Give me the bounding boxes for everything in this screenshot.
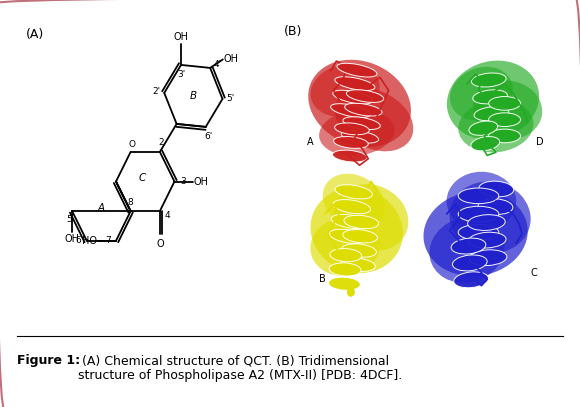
Text: B: B (318, 274, 325, 284)
Ellipse shape (343, 117, 380, 129)
Ellipse shape (469, 250, 507, 266)
Text: B: B (190, 91, 197, 101)
Text: 2: 2 (158, 138, 164, 147)
Text: HO: HO (82, 236, 97, 246)
Ellipse shape (331, 104, 371, 118)
Ellipse shape (337, 63, 377, 77)
Ellipse shape (344, 215, 379, 229)
Ellipse shape (334, 136, 368, 149)
Text: 8: 8 (128, 197, 133, 206)
Ellipse shape (479, 181, 514, 197)
Text: OH: OH (224, 55, 239, 64)
Text: (A): (A) (26, 28, 44, 42)
Ellipse shape (345, 103, 382, 116)
Ellipse shape (342, 244, 376, 257)
Ellipse shape (447, 172, 516, 230)
Text: 5': 5' (226, 94, 234, 103)
Ellipse shape (458, 206, 499, 222)
Ellipse shape (447, 61, 539, 140)
Ellipse shape (454, 272, 488, 288)
Ellipse shape (429, 217, 505, 283)
Ellipse shape (469, 121, 498, 136)
Ellipse shape (472, 73, 506, 87)
Ellipse shape (333, 90, 373, 104)
Text: O: O (157, 239, 164, 249)
Ellipse shape (488, 96, 521, 110)
Ellipse shape (346, 90, 384, 103)
Ellipse shape (473, 81, 542, 139)
Ellipse shape (450, 182, 531, 253)
Text: 6: 6 (75, 236, 81, 245)
Ellipse shape (452, 255, 487, 271)
Text: Figure 1:: Figure 1: (17, 354, 81, 367)
Ellipse shape (469, 232, 506, 248)
Ellipse shape (423, 191, 528, 276)
Ellipse shape (451, 238, 486, 254)
Text: 2': 2' (153, 87, 161, 96)
Ellipse shape (308, 60, 411, 147)
Text: 3: 3 (180, 177, 186, 186)
Text: D: D (535, 138, 543, 147)
Ellipse shape (329, 229, 367, 243)
Ellipse shape (319, 109, 394, 156)
Text: (B): (B) (284, 25, 303, 38)
Text: OH: OH (194, 177, 209, 186)
Ellipse shape (310, 217, 380, 276)
Text: OH: OH (173, 33, 188, 42)
Text: C: C (139, 173, 146, 183)
Text: C: C (530, 268, 537, 278)
Text: 7: 7 (106, 236, 111, 245)
Ellipse shape (341, 130, 379, 143)
Ellipse shape (340, 258, 375, 271)
Ellipse shape (323, 174, 385, 228)
Ellipse shape (310, 188, 403, 273)
Ellipse shape (488, 113, 521, 127)
Text: 3': 3' (177, 70, 185, 79)
Ellipse shape (330, 249, 362, 262)
Ellipse shape (458, 225, 499, 240)
Text: OH: OH (64, 234, 79, 244)
Ellipse shape (458, 100, 534, 152)
Ellipse shape (334, 184, 408, 251)
Ellipse shape (458, 188, 499, 204)
Ellipse shape (328, 277, 360, 290)
Ellipse shape (473, 90, 508, 104)
Ellipse shape (335, 123, 369, 135)
Ellipse shape (335, 185, 372, 199)
Ellipse shape (478, 199, 513, 214)
Ellipse shape (488, 129, 521, 143)
Ellipse shape (335, 77, 375, 90)
Ellipse shape (450, 67, 513, 120)
Ellipse shape (332, 150, 367, 162)
Ellipse shape (329, 263, 361, 276)
Text: O: O (129, 140, 136, 149)
Text: A: A (307, 138, 314, 147)
Text: 5: 5 (67, 215, 72, 224)
Text: 4': 4' (214, 60, 222, 69)
Ellipse shape (343, 230, 378, 243)
Ellipse shape (333, 199, 371, 214)
Text: 6': 6' (204, 131, 213, 140)
Text: 4: 4 (165, 210, 171, 219)
Ellipse shape (467, 214, 505, 230)
Ellipse shape (335, 88, 414, 151)
Ellipse shape (474, 107, 509, 121)
Text: A: A (98, 203, 105, 213)
Ellipse shape (331, 214, 369, 229)
Text: (A) Chemical structure of QCT. (B) Tridimensional
structure of Phospholipase A2 : (A) Chemical structure of QCT. (B) Tridi… (78, 354, 403, 382)
Ellipse shape (311, 64, 379, 117)
Ellipse shape (347, 288, 354, 296)
Ellipse shape (471, 136, 499, 151)
